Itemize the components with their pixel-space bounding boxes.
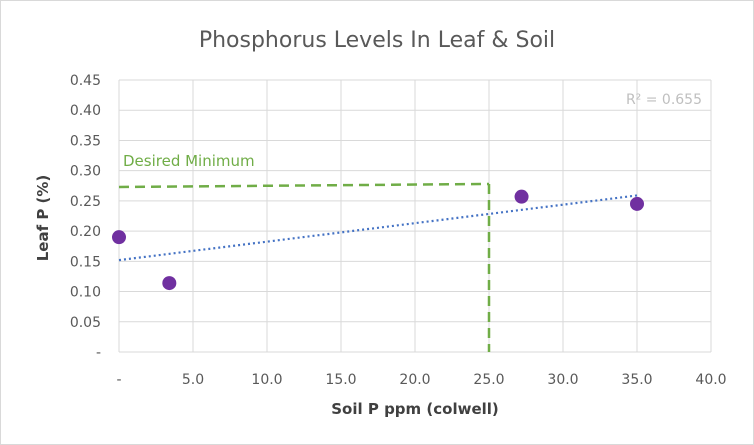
data-point [630, 196, 644, 211]
data-point [162, 276, 177, 291]
y-tick-label: 0.45 [70, 73, 101, 89]
x-tick-label: 5.0 [182, 372, 204, 388]
chart-title: Phosphorus Levels In Leaf & Soil [199, 28, 555, 53]
x-tick-label: 15.0 [325, 372, 356, 388]
data-point [514, 189, 529, 204]
x-tick-label: 35.0 [621, 372, 652, 388]
x-tick-label: - [116, 372, 121, 388]
x-tick-label: 10.0 [251, 372, 282, 388]
desired-minimum-label: Desired Minimum [123, 152, 255, 170]
y-tick-label: 0.25 [70, 194, 101, 210]
y-tick-label: 0.05 [70, 315, 101, 331]
y-tick-label: 0.10 [70, 285, 101, 301]
y-tick-label: 0.30 [70, 164, 101, 180]
y-tick-label: - [96, 345, 101, 361]
y-tick-label: 0.15 [70, 254, 101, 270]
plot-marks [112, 182, 644, 352]
trendline [118, 194, 638, 262]
gridlines [118, 79, 712, 353]
x-tick-label: 25.0 [473, 372, 504, 388]
x-tick-label: 30.0 [547, 372, 578, 388]
x-axis-label: Soil P ppm (colwell) [331, 400, 499, 418]
data-point [112, 230, 126, 245]
desired-minimum-line [118, 182, 490, 189]
x-tick-label: 40.0 [695, 372, 726, 388]
y-axis-label: Leaf P (%) [34, 175, 52, 262]
r-squared-label: R² = 0.655 [626, 92, 702, 108]
y-tick-label: 0.40 [70, 103, 101, 119]
tick-labels: - 0.05 0.10 0.15 0.20 0.25 0.30 0.35 0.40 0.45 - 5.… [70, 73, 727, 388]
x-tick-label: 20.0 [399, 372, 430, 388]
y-tick-label: 0.20 [70, 224, 101, 240]
y-tick-label: 0.35 [70, 133, 101, 149]
